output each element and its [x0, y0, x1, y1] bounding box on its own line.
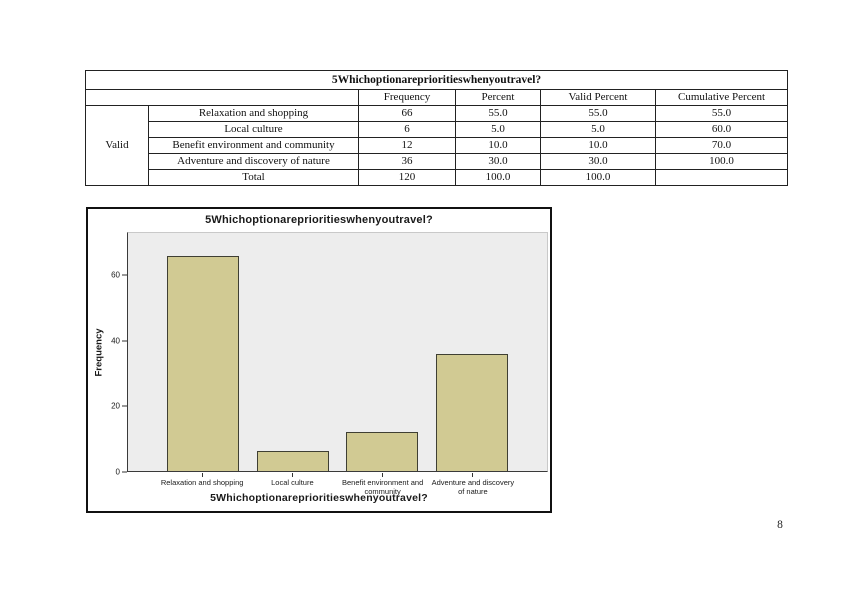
cell-frequency: 12	[358, 137, 456, 154]
y-axis-ticks: 0 20 40 60	[88, 232, 127, 477]
y-tick: 60	[111, 270, 127, 279]
x-tick-label: Relaxation and shopping	[160, 478, 244, 487]
cell-percent: 30.0	[455, 153, 541, 170]
bar-4	[436, 353, 509, 471]
x-tick-label: Local culture	[271, 478, 314, 487]
x-tick: Relaxation and shopping	[157, 473, 247, 496]
header-percent: Percent	[455, 89, 541, 106]
x-tick-label: Benefit environment and community	[341, 478, 424, 496]
table-header-row: Frequency Percent Valid Percent Cumulati…	[85, 89, 789, 106]
bar-slot	[158, 233, 248, 471]
table-title: 5Whichoptionareprioritieswhenyoutravel?	[84, 70, 789, 90]
cell-valid-percent: 100.0	[540, 169, 656, 186]
cell-frequency: 120	[358, 169, 456, 186]
bar-3	[346, 431, 419, 471]
y-tick-mark	[122, 274, 127, 276]
header-empty-cell	[85, 89, 359, 106]
cell-percent: 100.0	[455, 169, 541, 186]
header-frequency: Frequency	[358, 89, 456, 106]
x-tick-mark	[382, 473, 384, 477]
x-tick: Adventure and discovery of nature	[428, 473, 518, 496]
bar-slot	[248, 233, 338, 471]
chart-title: 5Whichoptionareprioritieswhenyoutravel?	[205, 214, 433, 226]
cell-cumulative-percent: 55.0	[654, 105, 789, 122]
cell-percent: 55.0	[455, 105, 541, 122]
cell-frequency: 6	[358, 121, 456, 138]
bar-slot	[338, 233, 428, 471]
cell-cumulative-percent: 70.0	[654, 137, 789, 154]
y-tick-label: 20	[111, 401, 120, 411]
y-tick: 20	[111, 402, 127, 411]
cell-percent: 5.0	[455, 121, 541, 138]
cell-label: Total	[148, 169, 359, 186]
table-row: Benefit environment and community 12 10.…	[86, 137, 789, 154]
row-group-label: Valid	[85, 105, 149, 186]
cell-cumulative-percent	[654, 169, 789, 186]
y-tick: 0	[116, 468, 127, 477]
y-tick-label: 60	[111, 270, 120, 280]
cell-label: Local culture	[148, 121, 359, 138]
y-tick-mark	[122, 405, 127, 407]
table-row: Local culture 6 5.0 5.0 60.0	[86, 121, 789, 138]
cell-cumulative-percent: 60.0	[654, 121, 789, 138]
cell-frequency: 66	[358, 105, 456, 122]
y-tick-label: 40	[111, 336, 120, 345]
cell-valid-percent: 55.0	[540, 105, 656, 122]
table-row: Total 120 100.0 100.0	[86, 169, 789, 186]
bar-2	[256, 451, 329, 471]
cell-frequency: 36	[358, 153, 456, 170]
frequency-table: 5Whichoptionareprioritieswhenyoutravel? …	[84, 70, 789, 186]
y-tick-mark	[122, 340, 127, 341]
cell-valid-percent: 30.0	[540, 153, 656, 170]
table-row: Valid Relaxation and shopping 66 55.0 55…	[85, 105, 789, 186]
plot-area	[127, 232, 548, 472]
x-tick-mark	[201, 473, 203, 477]
y-tick: 40	[111, 336, 127, 345]
y-tick-label: 0	[115, 467, 120, 477]
x-tick-label: Adventure and discovery of nature	[431, 478, 515, 496]
cell-label: Relaxation and shopping	[148, 105, 359, 122]
table-title-row: 5Whichoptionareprioritieswhenyoutravel?	[84, 70, 789, 90]
cell-percent: 10.0	[455, 137, 541, 154]
x-axis-ticks: Relaxation and shopping Local culture Bene…	[127, 473, 548, 496]
header-valid-percent: Valid Percent	[540, 89, 656, 106]
table-row: Adventure and discovery of nature 36 30.…	[86, 153, 789, 170]
bar-slot	[427, 233, 517, 471]
x-tick: Benefit environment and community	[338, 473, 428, 496]
x-tick-mark	[291, 473, 293, 477]
x-tick: Local culture	[247, 473, 337, 496]
x-tick-mark	[472, 473, 474, 477]
page-number: 8	[777, 519, 783, 531]
cell-valid-percent: 10.0	[540, 137, 656, 154]
cell-cumulative-percent: 100.0	[654, 153, 789, 170]
cell-valid-percent: 5.0	[540, 121, 656, 138]
y-tick-mark	[122, 471, 127, 473]
bar-1	[166, 255, 239, 471]
cell-label: Benefit environment and community	[148, 137, 359, 154]
x-axis-title: 5Whichoptionareprioritieswhenyoutravel?	[210, 492, 428, 504]
header-cumulative-percent: Cumulative Percent	[654, 89, 789, 106]
bar-chart: 5Whichoptionareprioritieswhenyoutravel? …	[86, 207, 552, 513]
cell-label: Adventure and discovery of nature	[148, 153, 359, 170]
